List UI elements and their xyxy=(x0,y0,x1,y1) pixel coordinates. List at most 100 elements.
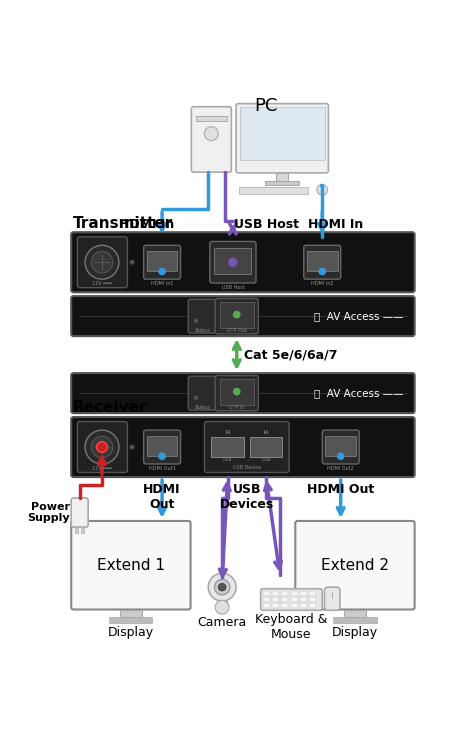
Text: Display: Display xyxy=(108,627,154,640)
Bar xyxy=(344,610,366,617)
Circle shape xyxy=(130,445,134,450)
Circle shape xyxy=(158,268,166,275)
Bar xyxy=(309,597,316,602)
Bar xyxy=(120,610,142,617)
Circle shape xyxy=(194,319,198,323)
FancyBboxPatch shape xyxy=(261,589,322,610)
Text: Power
Supply: Power Supply xyxy=(27,502,70,524)
Circle shape xyxy=(204,126,219,141)
FancyBboxPatch shape xyxy=(144,245,181,279)
FancyBboxPatch shape xyxy=(71,498,88,527)
Text: UTP Out: UTP Out xyxy=(227,328,246,333)
Text: 0.5A: 0.5A xyxy=(223,458,232,462)
Text: HDMI Out: HDMI Out xyxy=(307,483,374,496)
Bar xyxy=(325,436,356,456)
Circle shape xyxy=(337,453,345,460)
FancyBboxPatch shape xyxy=(210,242,256,283)
Bar xyxy=(333,617,376,622)
Circle shape xyxy=(319,268,326,275)
FancyBboxPatch shape xyxy=(144,430,181,464)
Text: USB
Devices: USB Devices xyxy=(219,483,274,511)
Circle shape xyxy=(130,260,134,265)
Text: PC: PC xyxy=(255,97,278,115)
Text: ⓥ  AV Access ——: ⓥ AV Access —— xyxy=(314,388,403,398)
Text: HDMI In1: HDMI In1 xyxy=(151,280,173,286)
Circle shape xyxy=(214,580,230,595)
Text: ⓥ  AV Access ——: ⓥ AV Access —— xyxy=(314,311,403,321)
FancyBboxPatch shape xyxy=(71,232,415,292)
Bar xyxy=(309,604,316,608)
Text: Cat 5e/6/6a/7: Cat 5e/6/6a/7 xyxy=(245,348,338,361)
Bar xyxy=(220,379,254,405)
Bar xyxy=(214,248,251,274)
Bar xyxy=(263,604,270,608)
Text: HDMI Out2: HDMI Out2 xyxy=(328,465,354,470)
Circle shape xyxy=(233,387,241,396)
FancyBboxPatch shape xyxy=(304,245,341,279)
Bar xyxy=(218,601,227,607)
FancyBboxPatch shape xyxy=(188,376,216,410)
Bar xyxy=(272,591,279,595)
Bar xyxy=(81,527,84,533)
Text: Keyboard &
Mouse: Keyboard & Mouse xyxy=(255,613,328,641)
Bar xyxy=(109,617,153,622)
Text: 1A: 1A xyxy=(263,431,269,435)
Circle shape xyxy=(91,251,113,273)
Bar xyxy=(263,597,270,602)
Bar xyxy=(263,591,270,595)
FancyBboxPatch shape xyxy=(236,104,328,173)
Circle shape xyxy=(228,257,237,267)
FancyBboxPatch shape xyxy=(71,296,415,336)
Bar xyxy=(239,187,309,194)
FancyBboxPatch shape xyxy=(204,422,289,473)
Text: Display: Display xyxy=(332,627,378,640)
FancyBboxPatch shape xyxy=(215,298,258,334)
Text: HDMI
Out: HDMI Out xyxy=(143,483,181,511)
Text: Camera: Camera xyxy=(198,616,247,629)
FancyBboxPatch shape xyxy=(77,237,128,288)
Bar xyxy=(300,591,307,595)
Text: HDMI In2: HDMI In2 xyxy=(311,280,334,286)
Bar xyxy=(196,116,227,121)
Bar xyxy=(272,604,279,608)
Text: USB Host: USB Host xyxy=(235,218,300,230)
Text: Receiver: Receiver xyxy=(73,400,147,415)
Bar xyxy=(250,437,282,457)
Circle shape xyxy=(219,583,226,591)
Circle shape xyxy=(85,245,119,279)
Text: HDMI Out1: HDMI Out1 xyxy=(149,465,175,470)
Text: Extend 2: Extend 2 xyxy=(321,558,389,573)
Bar xyxy=(309,591,316,595)
Text: Status: Status xyxy=(194,328,210,333)
Bar xyxy=(282,604,288,608)
Bar xyxy=(146,251,177,272)
Bar xyxy=(291,591,298,595)
Bar xyxy=(211,437,244,457)
Bar xyxy=(146,436,177,456)
Text: USB Device: USB Device xyxy=(233,465,261,470)
Text: 12V ═══: 12V ═══ xyxy=(92,466,112,471)
Circle shape xyxy=(208,573,236,601)
Circle shape xyxy=(158,453,166,460)
Bar xyxy=(265,180,299,186)
FancyBboxPatch shape xyxy=(77,422,128,473)
Bar xyxy=(220,302,254,328)
Text: 0.5A: 0.5A xyxy=(261,458,271,462)
Bar xyxy=(272,597,279,602)
Bar xyxy=(291,604,298,608)
Circle shape xyxy=(85,430,119,464)
Text: 1A: 1A xyxy=(224,431,231,435)
Bar xyxy=(240,108,325,160)
Text: Transmitter: Transmitter xyxy=(73,215,173,230)
Bar xyxy=(282,591,288,595)
FancyBboxPatch shape xyxy=(71,373,415,413)
FancyBboxPatch shape xyxy=(325,587,340,610)
Bar xyxy=(307,251,337,272)
FancyBboxPatch shape xyxy=(71,417,415,477)
FancyBboxPatch shape xyxy=(295,521,415,610)
FancyBboxPatch shape xyxy=(191,107,231,172)
Circle shape xyxy=(91,436,113,458)
Bar xyxy=(300,604,307,608)
Bar xyxy=(291,597,298,602)
Text: USB Host: USB Host xyxy=(221,284,244,289)
